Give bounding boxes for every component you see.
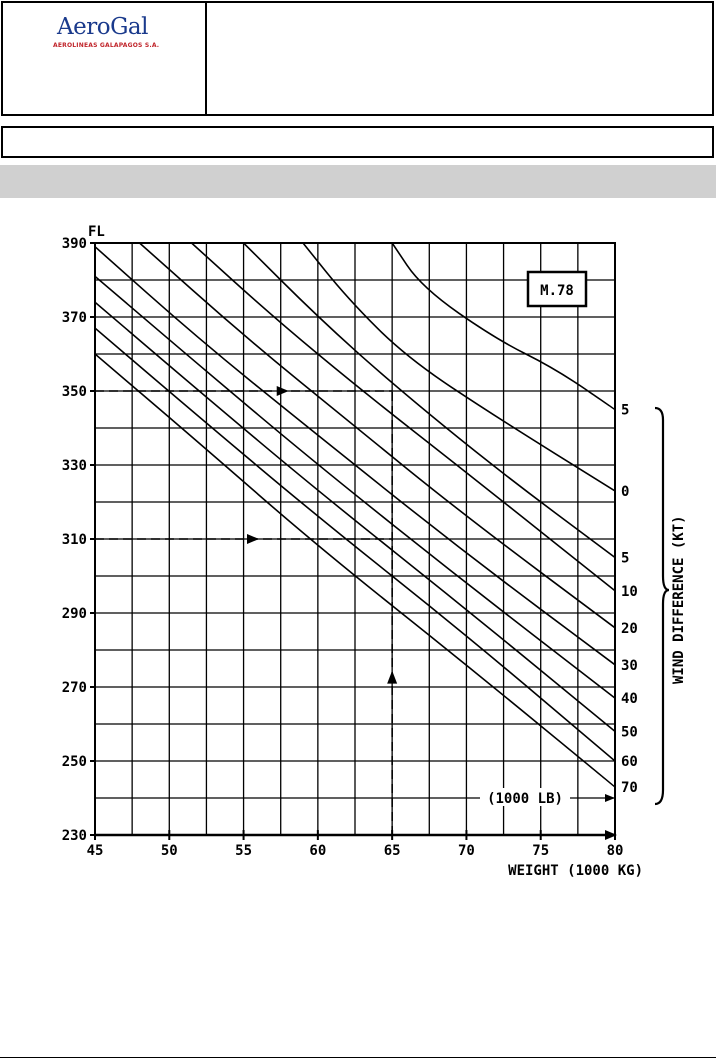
arrow-up-icon <box>387 670 398 684</box>
x2-arrow-icon <box>605 794 615 802</box>
logo-subtitle: AEROLINEAS GALAPAGOS S.A. <box>53 42 160 49</box>
x-tick-label: 45 <box>87 843 104 859</box>
example-path <box>95 386 398 835</box>
curve-wind-50 <box>95 301 615 733</box>
y-tick-label: 270 <box>62 680 87 696</box>
y-axis-label: FL <box>88 224 105 240</box>
x-axis-arrow-icon <box>605 830 617 840</box>
x-tick-label: 80 <box>607 843 624 859</box>
curve-wind-40 <box>95 275 615 699</box>
logo-wordmark: AeroGal <box>57 14 149 40</box>
x2-label-bg <box>480 788 570 806</box>
arrow-right-icon <box>247 534 259 544</box>
x-tick-label: 65 <box>384 843 401 859</box>
y-tick-label: 370 <box>62 310 87 326</box>
arrow-right-icon <box>276 386 289 396</box>
title-bar <box>1 126 714 158</box>
curve-wind-5 <box>391 243 615 411</box>
chart-title: M.78 <box>540 283 574 299</box>
wind-tick-label: 5 <box>621 551 629 567</box>
wind-tick-label: 0 <box>621 484 629 500</box>
wind-tick-label: 20 <box>621 621 638 637</box>
y-tick-label: 230 <box>62 828 87 844</box>
curve-wind-10 <box>191 243 615 592</box>
wind-brace <box>654 406 670 806</box>
y-tick-label: 330 <box>62 458 87 474</box>
x-axis-label: WEIGHT (1000 KG) <box>508 863 643 879</box>
chart-axes <box>90 242 670 840</box>
y-tick-label: 290 <box>62 606 87 622</box>
footer-rule <box>0 1057 716 1058</box>
curve-wind-20 <box>139 243 615 629</box>
y-tick-label: 350 <box>62 384 87 400</box>
curve-wind-70 <box>95 353 615 788</box>
x-tick-label: 70 <box>458 843 475 859</box>
wind-tick-label: 60 <box>621 754 638 770</box>
header-frame: AeroGal AEROLINEAS GALAPAGOS S.A. <box>1 1 714 116</box>
x2-axis-label: (1000 LB) <box>487 791 563 807</box>
wind-tick-label: 50 <box>621 724 638 740</box>
wind-tick-label: 30 <box>621 658 638 674</box>
x-tick-label: 60 <box>309 843 326 859</box>
chart-title-box <box>526 270 588 308</box>
y-tick-label: 390 <box>62 236 87 252</box>
wind-tick-label: 40 <box>621 691 638 707</box>
y-tick-label: 310 <box>62 532 87 548</box>
curve-wind-0 <box>302 243 615 492</box>
logo-cell: AeroGal AEROLINEAS GALAPAGOS S.A. <box>3 3 207 114</box>
x-tick-label: 55 <box>235 843 252 859</box>
wind-tick-label: 70 <box>621 780 638 796</box>
wind-tick-label: 5 <box>621 403 629 419</box>
x-tick-label: 50 <box>161 843 178 859</box>
y-tick-label: 250 <box>62 754 87 770</box>
chart-curves <box>95 243 615 788</box>
wind-axis-label: WIND DIFFERENCE (KT) <box>671 515 687 684</box>
section-bar <box>0 165 716 198</box>
curve-wind-5 <box>243 243 615 559</box>
curve-wind-60 <box>95 327 615 762</box>
x-tick-label: 75 <box>532 843 549 859</box>
curve-wind-30 <box>95 246 615 666</box>
wind-tick-label: 10 <box>621 584 638 600</box>
